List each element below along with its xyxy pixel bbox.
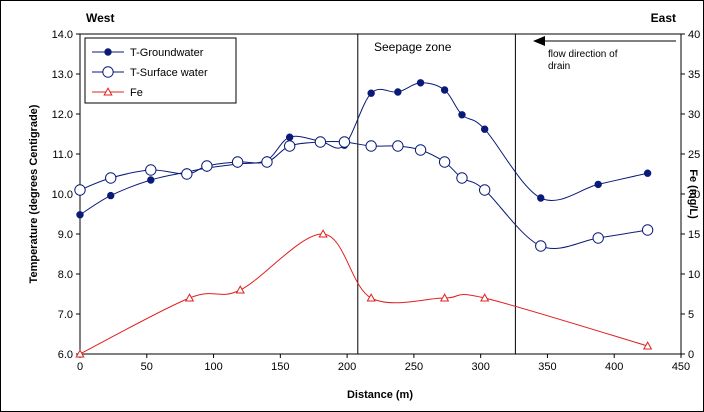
x-tick-label-400: 400 <box>605 361 623 373</box>
x-tick-label-200: 200 <box>338 361 356 373</box>
y-tick-label-9.0: 9.0 <box>58 229 73 241</box>
data-point-fe-4 <box>366 293 376 302</box>
data-point-t-surface-water-2 <box>145 164 157 176</box>
legend-swatch-marker-t-surface-water <box>102 66 114 78</box>
data-point-t-surface-water-5 <box>231 156 244 168</box>
x-tick-label-450: 450 <box>672 361 690 373</box>
data-point-t-surface-water-0 <box>74 184 86 196</box>
y2-tick-label-15: 15 <box>688 229 700 241</box>
data-point-t-surface-water-6 <box>261 156 273 168</box>
x-tick-label-300: 300 <box>471 361 489 373</box>
y2-axis-title: Fe (mg/L) <box>687 169 699 219</box>
data-point-t-surface-water-9 <box>338 136 351 148</box>
data-point-t-surface-water-12 <box>414 144 427 156</box>
y2-tick-label-40: 40 <box>688 29 700 41</box>
data-point-fe-0 <box>75 349 85 358</box>
y2-tick-label-0: 0 <box>688 349 694 361</box>
y2-tick-label-30: 30 <box>688 109 700 121</box>
y2-axis-ticks: 0 5 10 15 20 25 30 35 40 <box>681 29 700 361</box>
data-point-t-groundwater-12 <box>416 79 425 87</box>
y-tick-label-8.0: 8.0 <box>58 269 73 281</box>
data-point-t-surface-water-3 <box>181 168 193 180</box>
y-tick-label-7.0: 7.0 <box>58 309 73 321</box>
zone-boundaries <box>357 34 516 354</box>
x-tick-label-250: 250 <box>405 361 423 373</box>
y2-tick-label-20: 20 <box>688 189 700 201</box>
legend-swatch-marker-t-groundwater <box>104 48 112 56</box>
series-markers <box>74 79 654 358</box>
data-point-t-surface-water-1 <box>105 172 117 184</box>
data-point-t-groundwater-18 <box>643 169 652 177</box>
y-tick-label-14.0: 14.0 <box>52 29 73 41</box>
y-axis-ticks: 6.0 7.0 8.0 9.0 10.0 11.0 12.0 13.0 14.0 <box>52 29 80 361</box>
legend-swatch-marker-fe <box>103 87 113 96</box>
y-tick-label-13.0: 13.0 <box>52 69 73 81</box>
data-point-t-surface-water-15 <box>478 184 491 196</box>
seepage-zone-label: Seepage zone <box>374 40 452 54</box>
data-point-t-groundwater-2 <box>147 176 155 184</box>
data-point-t-surface-water-16 <box>535 240 547 252</box>
y-tick-label-10.0: 10.0 <box>52 189 73 201</box>
data-point-t-groundwater-16 <box>537 194 545 202</box>
flow-direction-label-line1: flow direction of <box>548 49 618 60</box>
data-point-fe-2 <box>235 285 245 294</box>
x-tick-label-0: 0 <box>77 361 83 373</box>
data-point-fe-7 <box>642 341 653 350</box>
flow-direction-arrow-icon <box>533 36 676 46</box>
data-point-fe-5 <box>439 293 450 302</box>
data-point-t-groundwater-10 <box>367 89 375 97</box>
data-point-t-surface-water-7 <box>283 140 296 152</box>
legend-label-t-groundwater: T-Groundwater <box>130 47 204 59</box>
x-axis-title: Distance (m) <box>347 389 413 401</box>
data-point-t-groundwater-7 <box>285 133 294 141</box>
data-point-t-groundwater-0 <box>76 211 84 219</box>
data-point-t-groundwater-13 <box>440 86 449 94</box>
y2-tick-label-10: 10 <box>688 269 700 281</box>
x-tick-label-50: 50 <box>141 361 153 373</box>
data-point-fe-1 <box>184 293 195 302</box>
data-point-t-surface-water-14 <box>456 172 468 184</box>
y2-tick-label-5: 5 <box>688 309 694 321</box>
y-tick-label-11.0: 11.0 <box>52 149 73 161</box>
x-axis-ticks: 0 50 100 150 200 250 300 350 400 450 <box>77 354 690 373</box>
data-point-t-groundwater-17 <box>594 180 602 189</box>
data-point-t-surface-water-11 <box>392 140 404 152</box>
y-tick-label-12.0: 12.0 <box>52 109 73 121</box>
flow-direction-label-line2: drain <box>548 61 570 72</box>
data-point-t-surface-water-4 <box>201 160 213 172</box>
legend: T-Groundwater T-Surface water Fe <box>84 37 237 104</box>
y2-tick-label-35: 35 <box>688 69 700 81</box>
legend-label-t-surface-water: T-Surface water <box>130 67 208 79</box>
y-tick-label-6.0: 6.0 <box>58 349 73 361</box>
data-point-t-surface-water-8 <box>314 136 327 148</box>
data-point-t-surface-water-18 <box>641 224 654 236</box>
data-point-t-groundwater-11 <box>394 88 402 96</box>
corner-label-east: East <box>651 11 676 25</box>
data-point-fe-3 <box>318 229 328 238</box>
x-tick-label-100: 100 <box>204 361 222 373</box>
data-point-fe-6 <box>480 293 490 302</box>
data-point-t-surface-water-17 <box>592 232 604 244</box>
data-point-t-groundwater-14 <box>458 111 466 119</box>
data-point-t-groundwater-15 <box>480 125 489 133</box>
y2-tick-label-25: 25 <box>688 149 700 161</box>
data-point-t-surface-water-13 <box>438 156 451 168</box>
x-tick-label-150: 150 <box>271 361 289 373</box>
y-axis-title: Temperature (degrees Centigrade) <box>28 104 40 283</box>
corner-label-west: West <box>86 11 114 25</box>
data-point-t-groundwater-1 <box>107 191 115 200</box>
data-point-t-surface-water-10 <box>365 140 377 152</box>
x-tick-label-350: 350 <box>538 361 556 373</box>
legend-label-fe: Fe <box>130 87 143 99</box>
